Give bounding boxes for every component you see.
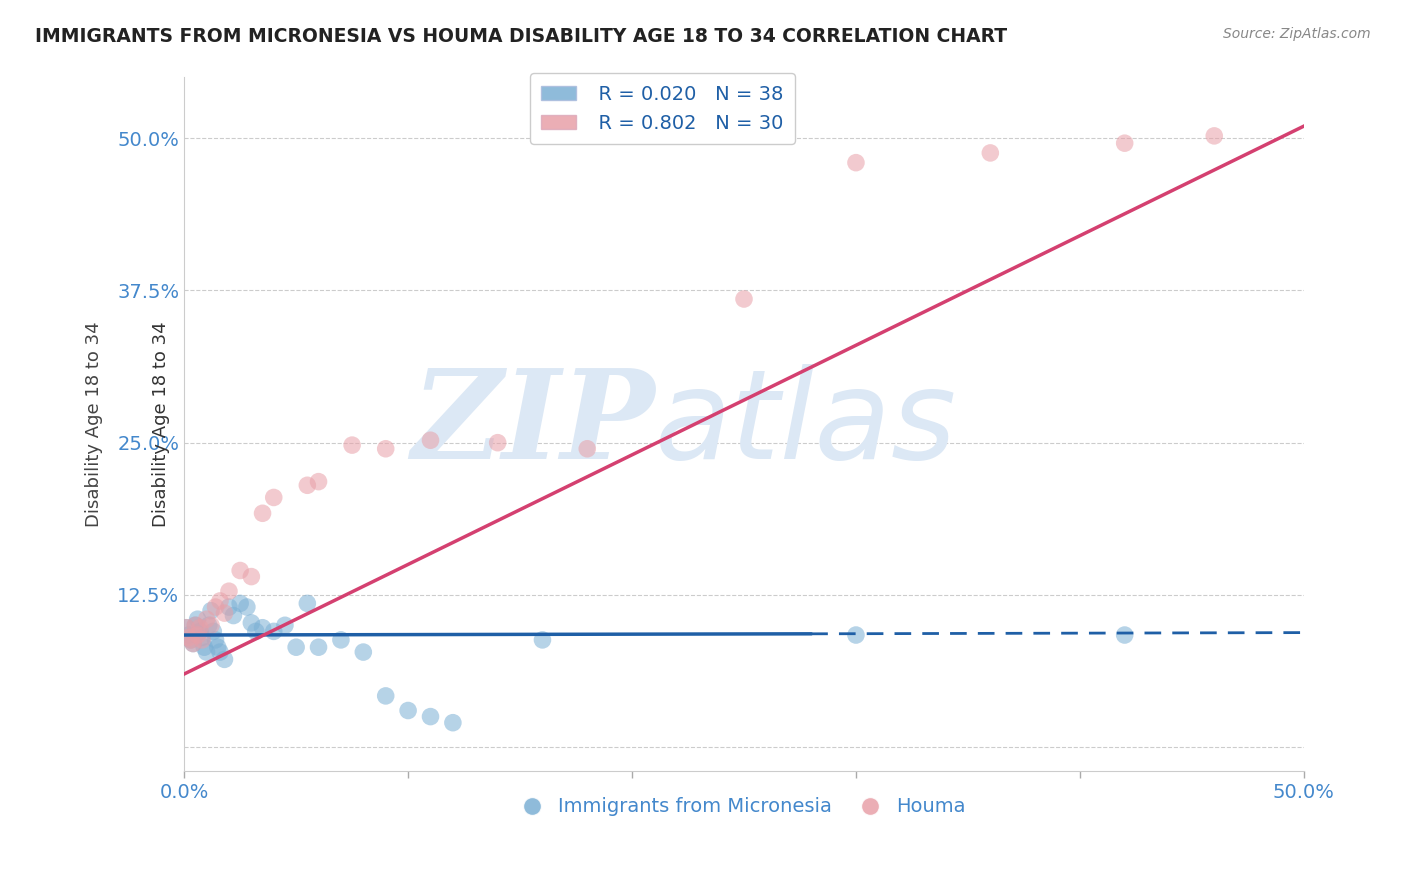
Point xyxy=(274,618,297,632)
Point xyxy=(297,596,319,610)
Point xyxy=(193,640,215,655)
Point xyxy=(208,594,231,608)
Point xyxy=(191,631,214,645)
Point xyxy=(240,615,263,630)
Point xyxy=(180,632,202,647)
Point xyxy=(252,621,274,635)
Point xyxy=(297,478,319,492)
Y-axis label: Disability Age 18 to 34: Disability Age 18 to 34 xyxy=(86,322,103,527)
Point xyxy=(207,640,229,655)
Point xyxy=(308,475,330,489)
Point xyxy=(214,606,236,620)
Point xyxy=(531,632,554,647)
Point xyxy=(218,584,240,599)
Text: ZIP: ZIP xyxy=(411,364,654,485)
Legend: Immigrants from Micronesia, Houma: Immigrants from Micronesia, Houma xyxy=(515,789,973,824)
Point xyxy=(441,715,464,730)
Point xyxy=(195,612,218,626)
Point xyxy=(419,709,441,723)
Point xyxy=(200,604,222,618)
Point xyxy=(396,704,419,718)
Point xyxy=(1204,128,1226,143)
Y-axis label: Disability Age 18 to 34: Disability Age 18 to 34 xyxy=(152,322,170,527)
Point xyxy=(486,435,509,450)
Point xyxy=(181,636,204,650)
Point xyxy=(184,618,207,632)
Point xyxy=(252,506,274,520)
Point xyxy=(229,564,252,578)
Text: atlas: atlas xyxy=(654,364,956,485)
Point xyxy=(184,618,207,632)
Point xyxy=(329,632,352,647)
Text: Source: ZipAtlas.com: Source: ZipAtlas.com xyxy=(1223,27,1371,41)
Point xyxy=(845,155,868,169)
Point xyxy=(576,442,599,456)
Point xyxy=(308,640,330,655)
Point xyxy=(1114,136,1136,151)
Point xyxy=(200,618,222,632)
Point xyxy=(979,145,1001,160)
Point xyxy=(202,624,225,639)
Point xyxy=(177,631,200,645)
Point xyxy=(177,628,200,642)
Point xyxy=(187,628,209,642)
Point xyxy=(263,491,285,505)
Point xyxy=(188,624,211,639)
Point xyxy=(214,652,236,666)
Point xyxy=(340,438,363,452)
Point xyxy=(229,596,252,610)
Point xyxy=(285,640,308,655)
Point xyxy=(240,569,263,583)
Point xyxy=(352,645,374,659)
Point xyxy=(419,434,441,448)
Point xyxy=(245,624,267,639)
Point xyxy=(195,645,218,659)
Point xyxy=(180,632,202,647)
Point xyxy=(218,600,240,615)
Point xyxy=(176,621,198,635)
Point xyxy=(208,645,231,659)
Point xyxy=(204,600,226,615)
Point xyxy=(176,621,198,635)
Point xyxy=(181,636,204,650)
Point xyxy=(222,608,245,623)
Point xyxy=(845,628,868,642)
Point xyxy=(374,689,396,703)
Point xyxy=(374,442,396,456)
Point xyxy=(263,624,285,639)
Point xyxy=(236,600,259,615)
Point xyxy=(188,621,211,635)
Point xyxy=(1114,628,1136,642)
Point xyxy=(733,292,755,306)
Point xyxy=(187,612,209,626)
Point xyxy=(204,632,226,647)
Text: IMMIGRANTS FROM MICRONESIA VS HOUMA DISABILITY AGE 18 TO 34 CORRELATION CHART: IMMIGRANTS FROM MICRONESIA VS HOUMA DISA… xyxy=(35,27,1007,45)
Point xyxy=(191,632,214,647)
Point xyxy=(198,618,221,632)
